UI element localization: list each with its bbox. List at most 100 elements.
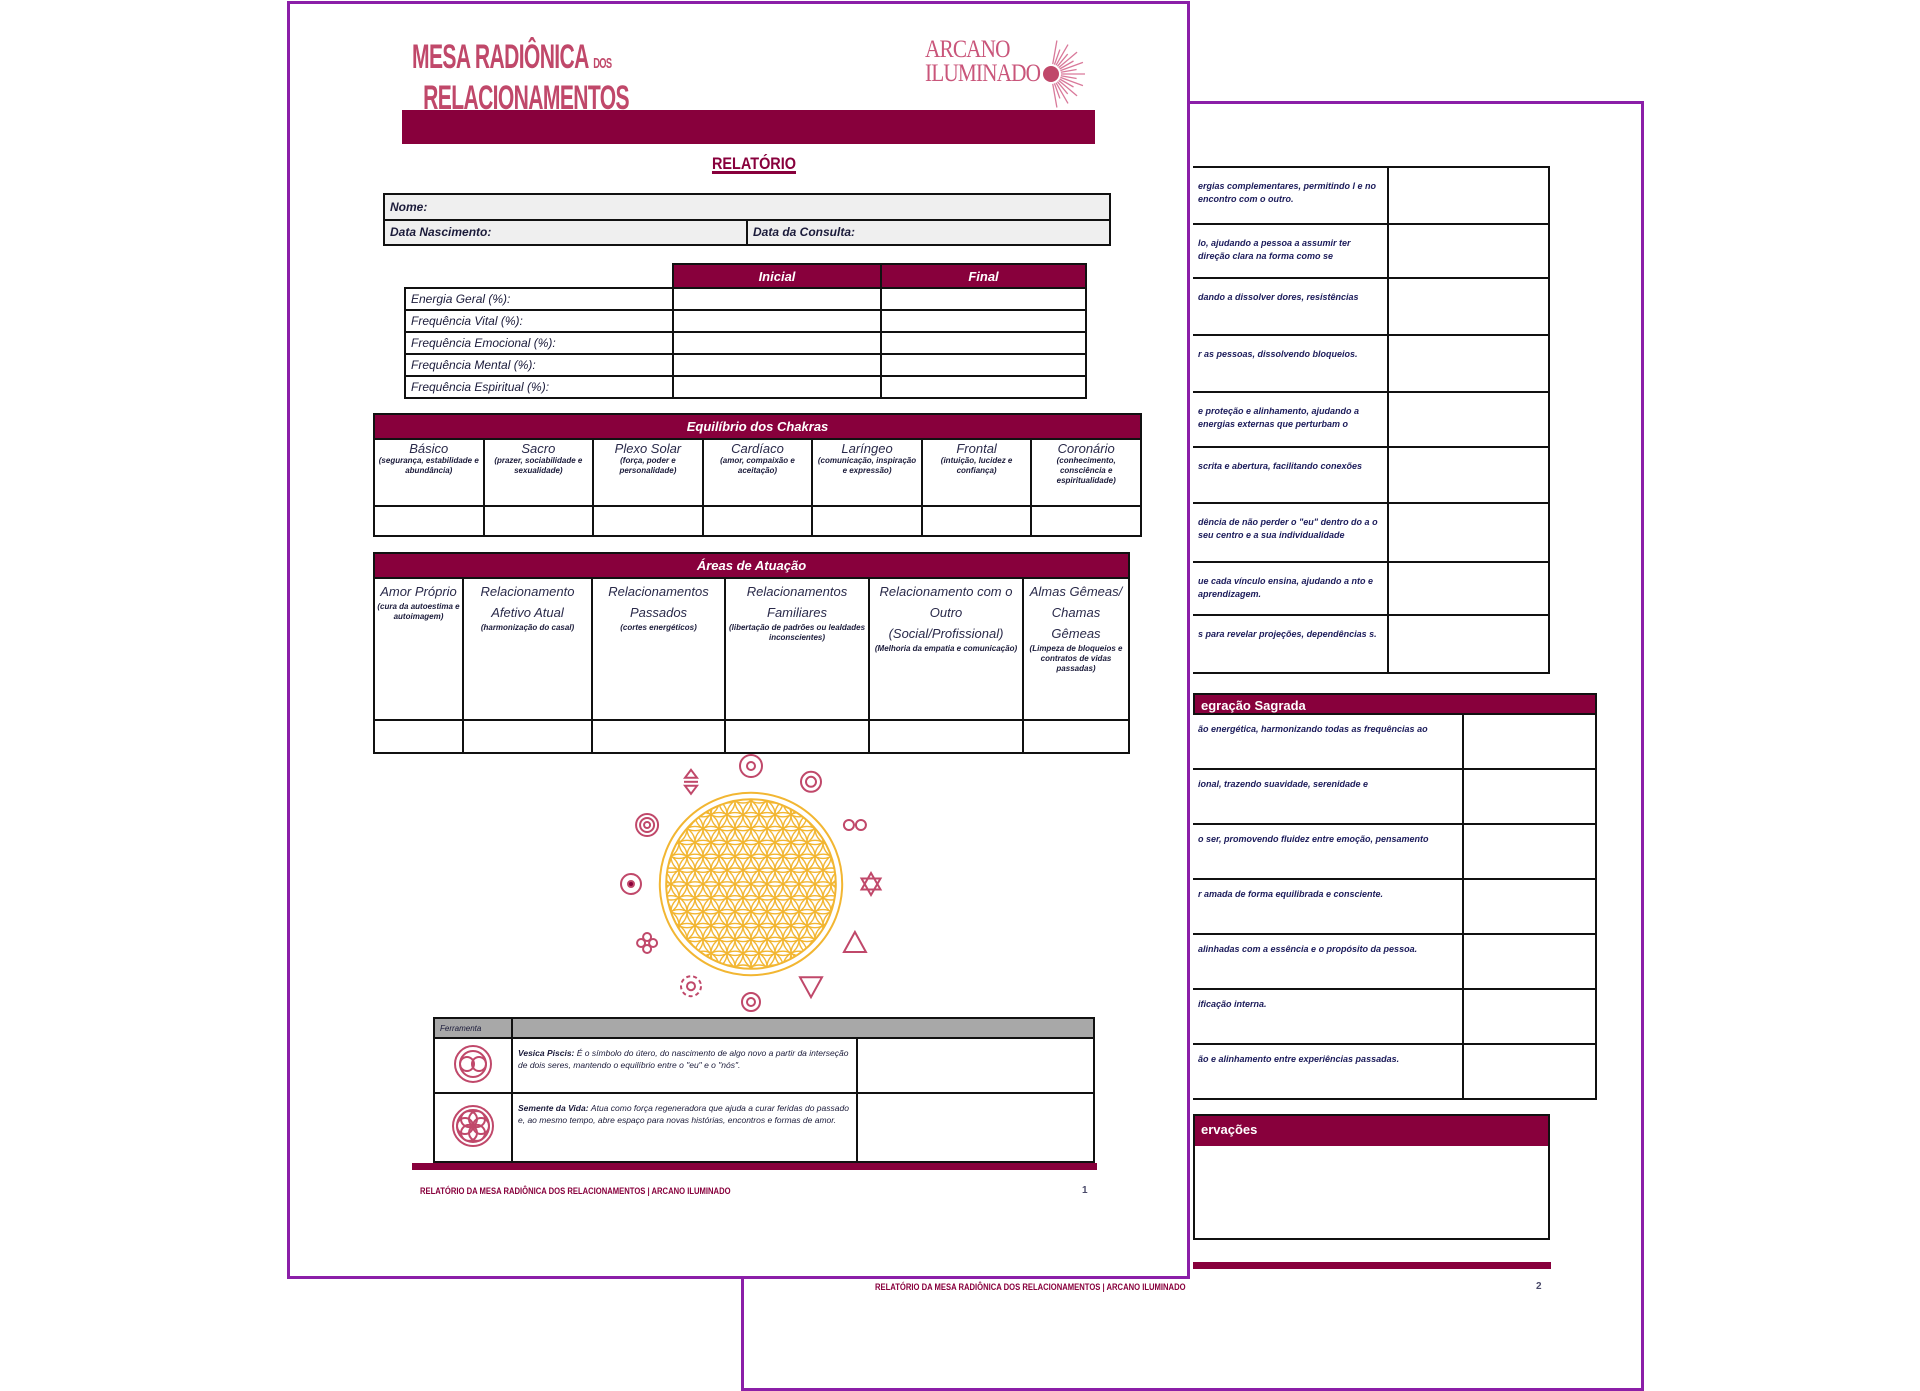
area-column-header: Relacionamento com o Outro (Social/Profi… (868, 577, 1024, 721)
page2-row: ificação interna. (1193, 988, 1597, 1045)
page2-row-text: e proteção e alinhamento, ajudando a ene… (1193, 391, 1389, 448)
page2-value-cell[interactable] (1387, 334, 1550, 393)
flower-circle (666, 895, 672, 929)
page2-value-cell[interactable] (1387, 561, 1550, 616)
chakra-name: Frontal (956, 441, 997, 456)
muladhara-mandala-icon (635, 813, 660, 837)
flower-circle (742, 799, 776, 804)
page2-number: 2 (1536, 1281, 1542, 1292)
page2-footer-bar (1193, 1262, 1551, 1269)
frequency-row: Frequência Mental (%): (404, 353, 1087, 377)
page2-value-cell[interactable] (1462, 1043, 1597, 1100)
flower-circle (726, 964, 760, 969)
page2-row: dência de não perder o "eu" dentro do a … (1193, 502, 1550, 563)
birth-date-field[interactable]: Data Nascimento: (383, 218, 748, 246)
area-value-cell[interactable] (591, 719, 726, 754)
star-of-david-icon (859, 870, 883, 898)
page2-row-text: r amada de forma equilibrada e conscient… (1193, 878, 1464, 935)
flower-circle (726, 799, 760, 804)
page2-value-cell[interactable] (1387, 614, 1550, 674)
brand-logo: ARCANO ILUMINADO (925, 37, 1095, 108)
page2-value-cell[interactable] (1462, 768, 1597, 825)
chakra-value-cell[interactable] (920, 505, 1033, 537)
page2-row: ergias complementares, permitindo l e no… (1193, 166, 1550, 225)
area-column-header: Relacionamento Afetivo Atual (harmonizaçã… (462, 577, 593, 721)
chakra-column-header: Laríngeo (comunicação, inspiração e expre… (811, 438, 923, 507)
flower-circle (742, 964, 776, 969)
client-info-table: Nome: Data Nascimento: Data da Consulta: (383, 193, 1111, 246)
initial-value-cell[interactable] (672, 309, 882, 333)
chakra-table-title: Equilíbrio dos Chakras (373, 413, 1142, 440)
triangle-down-icon (798, 976, 824, 1000)
page2-value-cell[interactable] (1387, 446, 1550, 504)
page2-value-cell[interactable] (1387, 223, 1550, 279)
page2-table-2: ão energética, harmonizando todas as fre… (1193, 713, 1597, 1100)
frequency-label: Energia Geral (%): (404, 287, 674, 311)
page2-value-cell[interactable] (1462, 933, 1597, 990)
name-field[interactable]: Nome: (383, 193, 1111, 221)
flower-circle (758, 964, 792, 969)
initial-value-cell[interactable] (672, 287, 882, 311)
page2-row-text: ue cada vínculo ensina, ajudando a nto e… (1193, 561, 1389, 616)
area-description: (libertação de padrões ou lealdades inco… (728, 623, 866, 642)
area-value-cell[interactable] (462, 719, 593, 754)
page2-value-cell[interactable] (1462, 713, 1597, 770)
chakra-value-cell[interactable] (373, 505, 485, 537)
area-column-header: Relacionamentos Familiares (libertação de… (724, 577, 870, 721)
chakra-value-cell[interactable] (701, 505, 814, 537)
chakra-column-header: Coronário (conhecimento, consciência e es… (1030, 438, 1142, 507)
page2-row-text: ão e alinhamento entre experiências pass… (1193, 1043, 1464, 1100)
chakra-value-cell[interactable] (592, 505, 704, 537)
tool-value-cell[interactable] (856, 1037, 1095, 1094)
page2-value-cell[interactable] (1387, 391, 1550, 448)
area-column-header: Amor Próprio (cura da autoestima e autoim… (373, 577, 464, 721)
flower-circle (822, 825, 836, 860)
page2-row: lo, ajudando a pessoa a assumir ter dire… (1193, 223, 1550, 279)
page2-row-text: dência de não perder o "eu" dentro do a … (1193, 502, 1389, 563)
title-line-2: RELACIONAMENTOS (423, 79, 629, 117)
triangle-up-icon (842, 929, 868, 953)
page2-observations-box[interactable]: ervações (1193, 1114, 1550, 1240)
tool-text: É o símbolo do útero, do nascimento de a… (518, 1048, 849, 1070)
chakra-value-cell[interactable] (482, 505, 595, 537)
frequency-table: Inicial Final Energia Geral (%): Frequênci… (404, 263, 1087, 399)
page2-value-cell[interactable] (1387, 502, 1550, 563)
chakra-description: (intuição, lucidez e confiança) (940, 456, 1013, 475)
page2-value-cell[interactable] (1462, 823, 1597, 880)
area-name: Amor Próprio (380, 584, 457, 599)
consult-date-field[interactable]: Data da Consulta: (746, 218, 1111, 246)
page2-value-cell[interactable] (1462, 878, 1597, 935)
page2-footer-text: RELATÓRIO DA MESA RADIÔNICA DOS RELACION… (875, 1282, 1186, 1292)
flower-circle (830, 839, 836, 873)
area-value-cell[interactable] (868, 719, 1024, 754)
final-value-cell[interactable] (880, 309, 1087, 333)
frequency-row: Energia Geral (%): (404, 287, 1087, 311)
initial-value-cell[interactable] (672, 375, 882, 399)
area-description: (cura da autoestima e autoimagem) (377, 602, 460, 621)
page2-table-2-title: egração Sagrada (1193, 693, 1597, 715)
tool-value-cell[interactable] (856, 1092, 1095, 1163)
initial-value-cell[interactable] (672, 353, 882, 377)
initial-value-cell[interactable] (672, 331, 882, 355)
alchemy-air-icon (683, 768, 699, 796)
page2-value-cell[interactable] (1387, 166, 1550, 225)
final-value-cell[interactable] (880, 287, 1087, 311)
areas-table-title: Áreas de Atuação (373, 552, 1130, 579)
page2-value-cell[interactable] (1462, 988, 1597, 1045)
observations-title: ervações (1195, 1116, 1548, 1146)
final-value-cell[interactable] (880, 375, 1087, 399)
tool-name: Vesica Piscis: (518, 1048, 575, 1058)
chakra-value-cell[interactable] (811, 505, 923, 537)
area-value-cell[interactable] (1022, 719, 1130, 754)
final-value-cell[interactable] (880, 331, 1087, 355)
area-value-cell[interactable] (724, 719, 870, 754)
flower-of-life-icon (658, 791, 844, 977)
page2-row: e proteção e alinhamento, ajudando a ene… (1193, 391, 1550, 448)
crown-mandala-icon (800, 770, 822, 793)
page2-value-cell[interactable] (1387, 277, 1550, 336)
chakra-name: Básico (409, 441, 449, 456)
final-value-cell[interactable] (880, 353, 1087, 377)
chakra-value-cell[interactable] (1030, 505, 1142, 537)
area-value-cell[interactable] (373, 719, 464, 754)
area-description: (harmonização do casal) (480, 623, 575, 632)
